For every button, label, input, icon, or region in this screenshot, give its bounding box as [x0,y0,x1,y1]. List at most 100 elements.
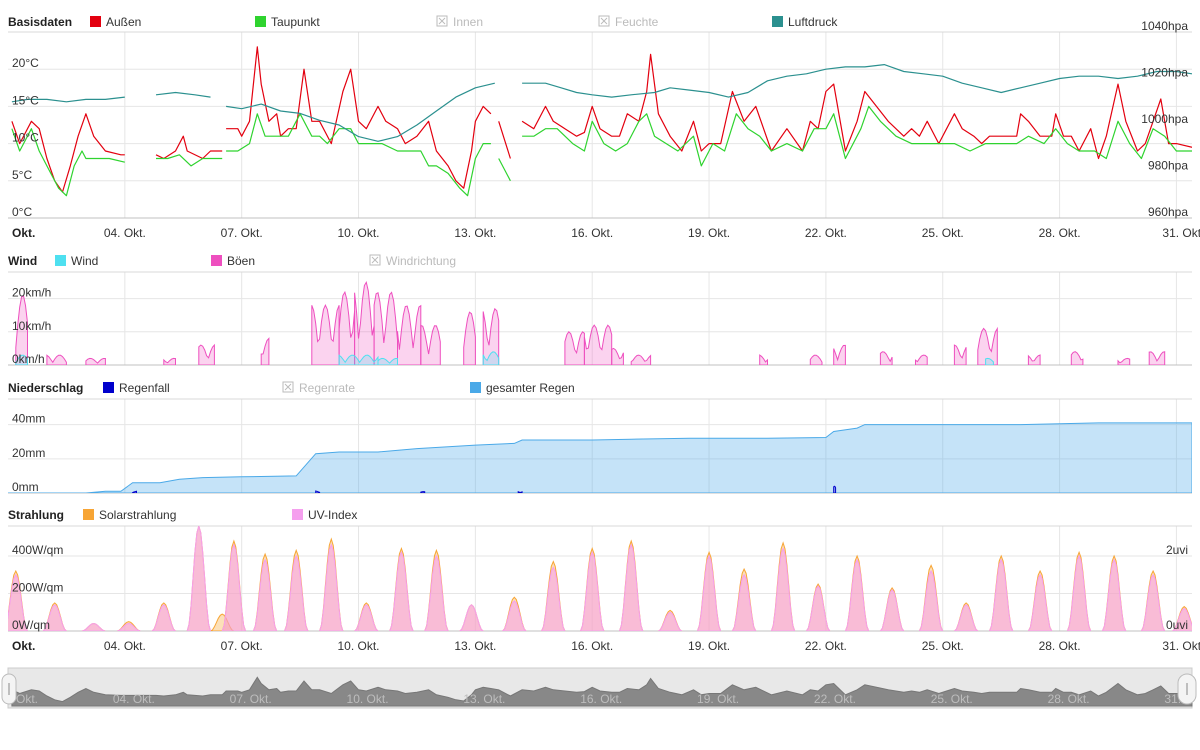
x-tick-label: 25. Okt. [922,639,964,653]
x-tick-label: 19. Okt. [688,639,730,653]
series-burst-b-en [1117,357,1131,365]
series-burst-b-en [977,326,998,365]
series-burst-b-en [311,303,340,365]
series-peak-uv-index [879,588,905,631]
legend-label: Wind [71,254,98,268]
series-burst-b-en [759,354,768,365]
series-burst-b-en [583,324,613,365]
legend-label: Regenrate [299,381,355,395]
panel-title: Niederschlag [8,381,83,395]
series-peak-uv-index [252,558,278,631]
legend-label: Taupunkt [271,15,320,29]
range-navigator[interactable]: Okt. 04. Okt. 07. Okt. 10. Okt. 13. Okt. 16. … [1,667,1197,709]
series-peak-uv-index [657,611,683,631]
series-peak-uv-index [424,554,449,631]
y-tick-label: 0°C [12,205,32,219]
legend-item[interactable]: gesamter Regen [470,381,575,395]
navigator-tick-label: 04. Okt. [113,692,155,706]
x-axis-start-label: Okt. [12,226,35,240]
y-right-tick-label: 960hpa [1148,205,1188,219]
legend-swatch [292,509,303,520]
legend-item[interactable]: UV-Index [292,508,357,522]
navigator-left-handle[interactable] [1,673,17,705]
x-axis-top: Okt. 04. Okt. 07. Okt. 10. Okt. 13. Okt. 16. … [12,226,1200,240]
chart-panel-3: 0W/qm 200W/qm 400W/qm 0uvi 2uvi Strahlung Sola… [8,508,1192,632]
series-peak-uv-index [988,558,1014,631]
legend-x-icon [371,256,379,264]
x-tick-label: 13. Okt. [454,226,496,240]
series-burst-b-en [879,351,893,365]
y-tick-label: 0mm [12,480,39,494]
series-burst-wind [377,357,398,365]
series-burst-b-en [85,357,106,365]
y-tick-label: 20°C [12,56,39,70]
legend-x-icon [284,383,292,391]
legend-swatch [55,255,66,266]
legend-label: Innen [453,15,483,29]
legend-item[interactable]: Feuchte [598,15,659,29]
legend-swatch [255,16,266,27]
legend-item[interactable]: Böen [211,254,255,268]
legend-item[interactable]: Innen [436,15,483,29]
series-peak-uv-index [541,566,566,631]
x-axis-bottom: Okt. 04. Okt. 07. Okt. 10. Okt. 13. Okt. 16. … [12,639,1200,653]
series-peak-uv-index [319,543,344,631]
x-tick-label: 25. Okt. [922,226,964,240]
series-burst-b-en [1027,354,1041,365]
series-burst-b-en [260,337,270,365]
series-burst-b-en [397,304,422,365]
series-burst-wind [482,351,500,365]
legend-label: Luftdruck [788,15,838,29]
legend-swatch [772,16,783,27]
series-peak-uv-index [1140,573,1166,631]
legend-item[interactable]: Regenrate [282,381,355,395]
navigator-tick-label: 10. Okt. [347,692,389,706]
navigator-tick-label: 28. Okt. [1048,692,1090,706]
series-burst-b-en [338,290,356,365]
y-tick-label: 40mm [12,412,45,426]
x-axis-start-label: Okt. [12,639,35,653]
legend-item[interactable]: Windrichtung [369,254,456,268]
legend-item[interactable]: Luftdruck [772,15,838,29]
series-burst-b-en [564,331,585,365]
series-burst-wind [15,354,28,365]
series-peak-uv-index [186,526,212,631]
series-peak-uv-index [353,604,379,631]
legend-item[interactable]: Außen [90,15,141,29]
legend-label: Böen [227,254,255,268]
series-burst-b-en [482,307,500,365]
legend-label: UV-Index [308,508,357,522]
x-tick-label: 28. Okt. [1039,226,1081,240]
series-peak-uv-index [81,622,106,631]
series-burst-b-en [15,295,28,365]
y-right-tick-label: 1040hpa [1141,19,1188,33]
series-burst-b-en [915,354,928,365]
x-tick-label: 31. Okt [1162,226,1200,240]
series-peak-uv-index [116,622,141,631]
navigator-tick-label: 25. Okt. [931,692,973,706]
navigator-tick-label: 16. Okt. [580,692,622,706]
navigator-right-handle[interactable] [1177,673,1197,705]
legend-item[interactable]: Solarstrahlung [83,508,176,522]
x-tick-label: 22. Okt. [805,639,847,653]
y-tick-label: 15°C [12,93,39,107]
series-peak-uv-index [618,543,644,631]
legend-x-icon [600,17,608,25]
panel-title: Strahlung [8,508,64,522]
legend-item[interactable]: Regenfall [103,381,170,395]
legend-item[interactable]: Wind [55,254,98,268]
legend-label: Solarstrahlung [99,508,176,522]
series-peak-uv-index [283,554,309,631]
series-burst-b-en [809,354,823,365]
series-burst-regenfall [517,490,523,493]
series-peak-uv-index [918,569,944,631]
series-peak-uv-index [579,550,605,631]
y-right-tick-label: 1020hpa [1141,66,1188,80]
legend-item[interactable]: Taupunkt [255,15,320,29]
y-tick-label: 10°C [12,131,39,145]
y-right-tick-label: 2uvi [1166,543,1188,557]
panel-title: Basisdaten [8,15,72,29]
legend-swatch [83,509,94,520]
